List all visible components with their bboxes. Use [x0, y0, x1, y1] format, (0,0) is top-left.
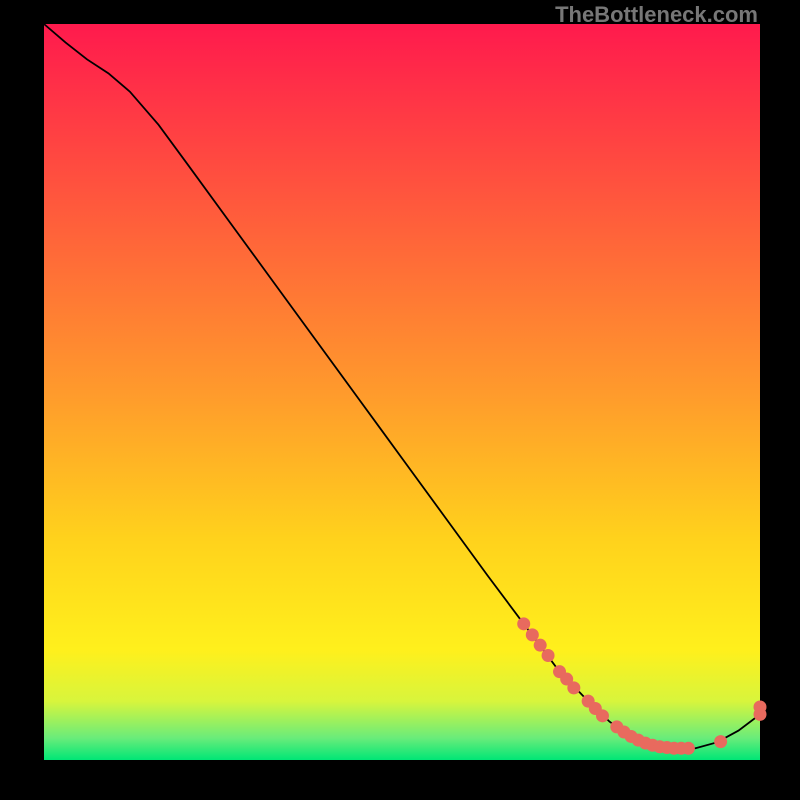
- chart-svg: [0, 0, 800, 800]
- curve-line: [44, 24, 760, 748]
- data-marker: [526, 628, 539, 641]
- data-marker: [596, 709, 609, 722]
- data-marker: [567, 681, 580, 694]
- data-marker: [534, 639, 547, 652]
- marker-group: [517, 617, 766, 754]
- data-marker: [542, 649, 555, 662]
- data-marker: [714, 735, 727, 748]
- data-marker: [517, 617, 530, 630]
- data-marker: [682, 742, 695, 755]
- chart-frame: TheBottleneck.com: [0, 0, 800, 800]
- data-marker: [754, 701, 767, 714]
